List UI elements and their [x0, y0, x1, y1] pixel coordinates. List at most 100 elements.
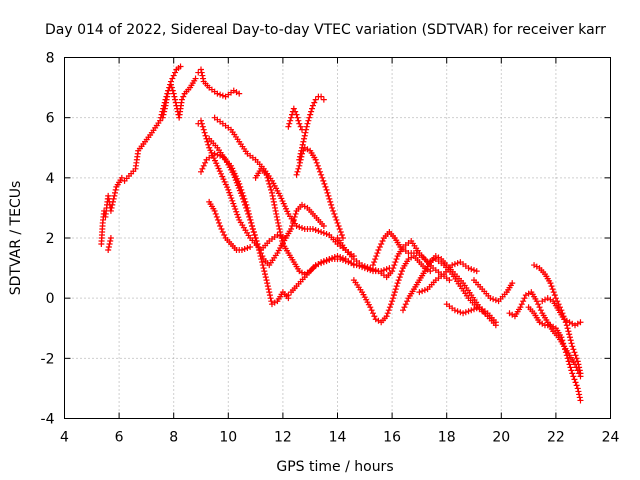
data-point — [308, 108, 315, 115]
data-point — [565, 328, 572, 335]
data-point — [118, 174, 125, 181]
data-point — [229, 197, 236, 204]
data-point — [107, 207, 114, 214]
data-point — [214, 162, 221, 169]
data-point — [547, 280, 554, 287]
data-point — [221, 178, 228, 185]
data-point — [109, 198, 116, 205]
x-tick-label: 20 — [492, 430, 510, 446]
data-point — [268, 298, 275, 305]
data-point — [548, 283, 555, 290]
data-point — [566, 334, 573, 341]
data-point — [449, 262, 456, 269]
data-point — [256, 250, 263, 257]
series-sat-p — [350, 253, 434, 326]
data-point — [199, 165, 206, 172]
data-point — [306, 114, 313, 121]
data-point — [213, 213, 220, 220]
data-point — [570, 346, 577, 353]
data-point — [574, 385, 581, 392]
data-point — [566, 361, 573, 368]
data-point — [487, 295, 494, 302]
data-point — [329, 255, 336, 262]
data-point — [177, 63, 184, 70]
data-point — [240, 198, 247, 205]
data-point — [571, 349, 578, 356]
data-point — [312, 226, 319, 233]
data-point — [323, 230, 330, 237]
data-point — [385, 307, 392, 314]
x-axis-label: GPS time / hours — [276, 459, 393, 475]
data-point — [329, 204, 336, 211]
data-point — [217, 222, 224, 229]
data-point — [248, 222, 255, 229]
data-point — [301, 135, 308, 142]
data-point — [564, 355, 571, 362]
data-point — [551, 292, 558, 299]
x-tick-label: 14 — [329, 430, 347, 446]
data-point — [107, 235, 114, 241]
data-point — [336, 225, 343, 232]
data-point — [230, 200, 237, 207]
data-point — [465, 265, 472, 272]
data-point — [248, 219, 255, 226]
data-point — [404, 298, 411, 305]
data-point — [296, 159, 303, 166]
data-point — [323, 257, 330, 264]
data-point — [319, 174, 326, 181]
data-point — [260, 265, 267, 272]
data-point — [272, 207, 279, 214]
data-point — [570, 373, 577, 380]
data-point — [300, 138, 307, 145]
data-point — [285, 292, 292, 299]
data-point — [219, 173, 226, 180]
series-sat-t — [443, 301, 499, 326]
data-point — [521, 295, 528, 302]
y-tick-label: 2 — [46, 231, 55, 247]
data-point — [264, 174, 271, 181]
data-point — [454, 308, 461, 315]
data-point — [200, 75, 207, 82]
data-point — [326, 195, 333, 202]
data-point — [171, 93, 178, 100]
data-point — [227, 192, 234, 199]
data-point — [518, 301, 525, 308]
data-point — [161, 105, 168, 112]
data-point — [320, 177, 327, 184]
data-point — [473, 268, 480, 275]
data-point — [300, 147, 307, 154]
data-point — [256, 247, 263, 254]
data-point — [391, 289, 398, 296]
data-point — [401, 304, 408, 311]
data-point — [292, 108, 299, 115]
data-point — [253, 238, 260, 245]
data-point — [552, 295, 559, 302]
series-sat-x — [531, 262, 584, 377]
data-point — [235, 184, 242, 191]
data-point — [296, 162, 303, 169]
data-point — [234, 182, 241, 189]
data-point — [394, 280, 401, 287]
data-point — [263, 277, 270, 284]
data-point — [350, 262, 357, 269]
data-point — [170, 72, 177, 79]
data-point — [271, 201, 278, 208]
data-point — [277, 228, 284, 235]
data-point — [460, 310, 467, 317]
data-point — [334, 219, 341, 226]
data-point — [265, 286, 272, 293]
data-point — [373, 253, 380, 260]
data-point — [575, 361, 582, 368]
data-point — [273, 210, 280, 217]
chart-title: Day 014 of 2022, Sidereal Day-to-day VTE… — [45, 22, 606, 38]
data-point — [200, 162, 207, 169]
data-point — [259, 262, 266, 269]
plot-frame — [64, 57, 611, 419]
data-point — [245, 210, 252, 217]
data-point — [334, 253, 341, 260]
data-point — [393, 256, 400, 263]
data-point — [451, 261, 458, 268]
data-point — [569, 370, 576, 377]
data-point — [250, 228, 257, 235]
data-point — [237, 190, 244, 197]
